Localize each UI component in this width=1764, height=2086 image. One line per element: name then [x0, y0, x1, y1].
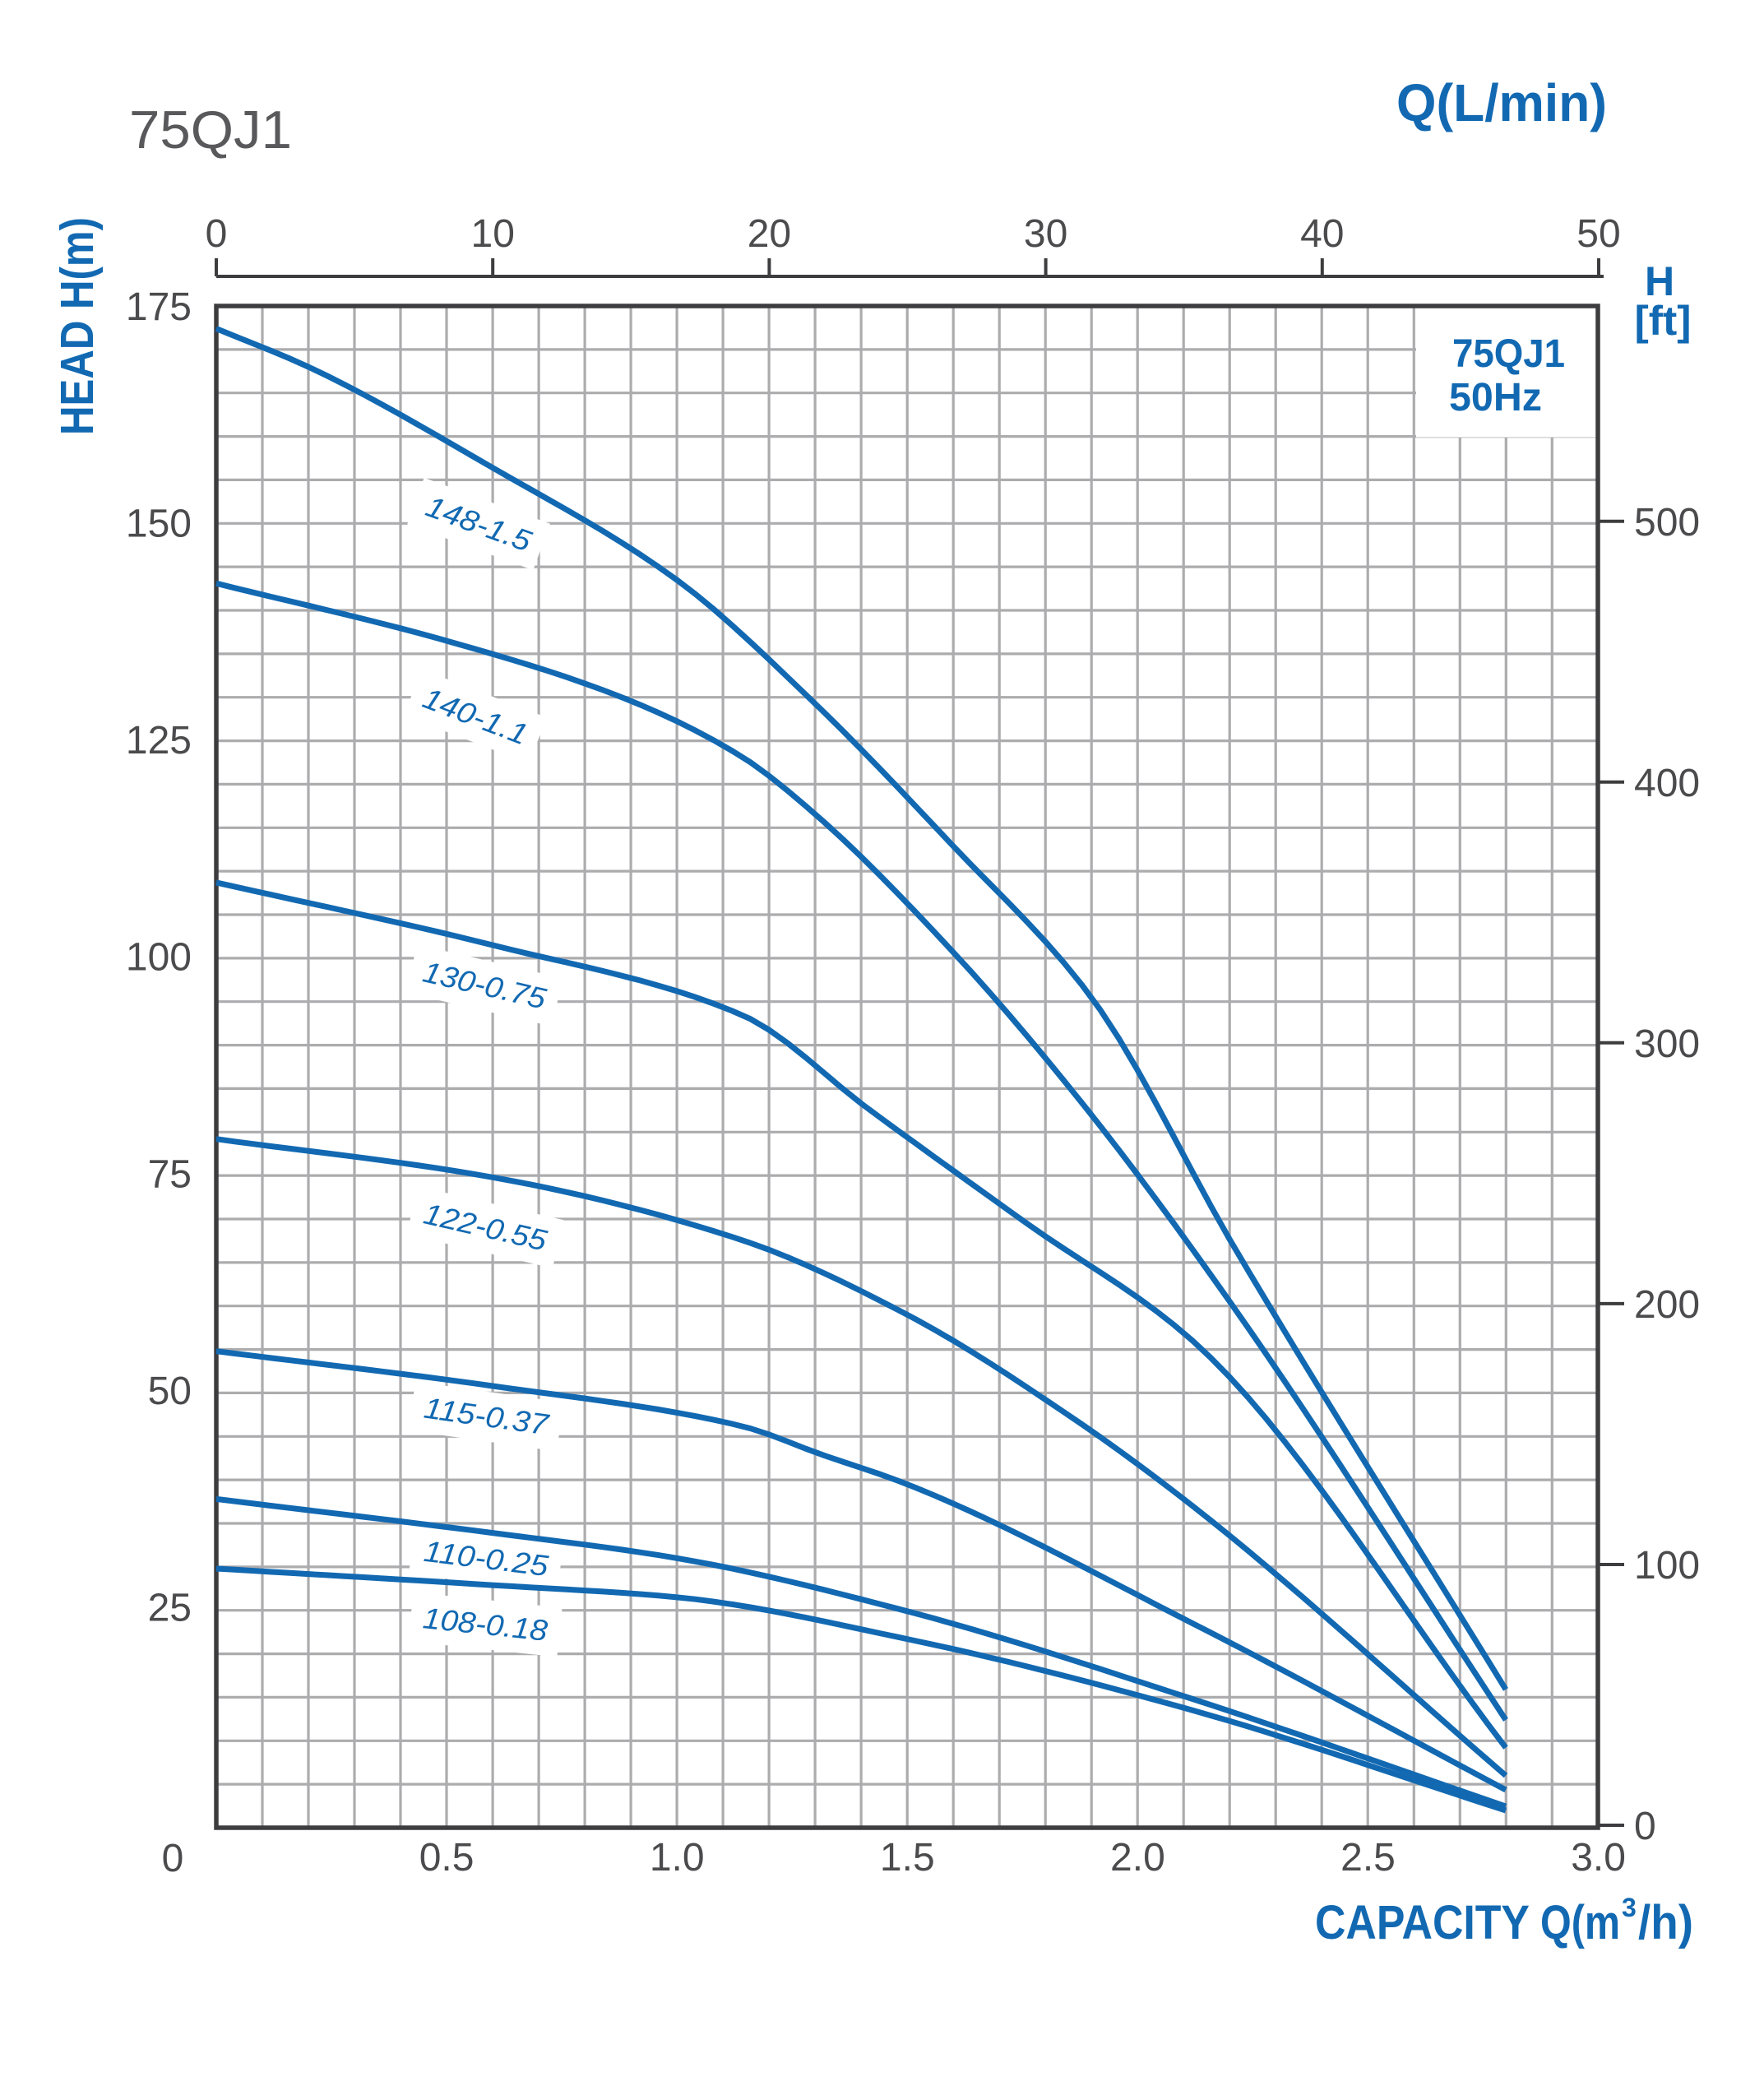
svg-text:125: 125 [126, 719, 192, 763]
svg-text:0.5: 0.5 [419, 1836, 475, 1880]
svg-text:0: 0 [206, 212, 228, 256]
svg-text:100: 100 [126, 936, 192, 980]
svg-text:300: 300 [1634, 1022, 1700, 1066]
svg-text:/h): /h) [1638, 1896, 1693, 1949]
svg-text:Q(m: Q(m [1540, 1896, 1620, 1949]
svg-text:40: 40 [1300, 212, 1344, 256]
svg-text:25: 25 [148, 1586, 192, 1629]
svg-text:HEAD H(m): HEAD H(m) [51, 217, 104, 435]
svg-text:10: 10 [471, 212, 515, 256]
svg-text:2.0: 2.0 [1110, 1836, 1165, 1880]
svg-text:30: 30 [1024, 212, 1067, 256]
svg-text:100: 100 [1634, 1544, 1700, 1588]
svg-text:CAPACITY: CAPACITY [1315, 1896, 1530, 1949]
svg-text:H: H [1645, 258, 1674, 304]
svg-text:[ft]: [ft] [1635, 298, 1692, 344]
svg-text:200: 200 [1634, 1283, 1700, 1327]
svg-text:3.0: 3.0 [1571, 1836, 1626, 1880]
svg-text:50Hz: 50Hz [1449, 376, 1542, 420]
svg-text:0: 0 [162, 1837, 184, 1880]
svg-text:500: 500 [1634, 501, 1700, 545]
svg-text:75: 75 [148, 1152, 192, 1196]
svg-text:50: 50 [1576, 212, 1620, 256]
svg-text:3: 3 [1622, 1893, 1637, 1922]
svg-text:400: 400 [1634, 762, 1700, 805]
svg-text:Q(L/min): Q(L/min) [1396, 73, 1607, 132]
svg-text:75QJ1: 75QJ1 [1452, 332, 1565, 376]
svg-text:2.5: 2.5 [1340, 1836, 1396, 1880]
svg-text:50: 50 [148, 1370, 192, 1413]
svg-text:75QJ1: 75QJ1 [129, 100, 292, 160]
svg-text:1.5: 1.5 [880, 1836, 935, 1880]
svg-text:20: 20 [748, 212, 791, 256]
svg-text:175: 175 [126, 285, 192, 329]
svg-text:0: 0 [1634, 1805, 1656, 1848]
svg-text:150: 150 [126, 503, 192, 546]
svg-text:1.0: 1.0 [650, 1836, 705, 1880]
